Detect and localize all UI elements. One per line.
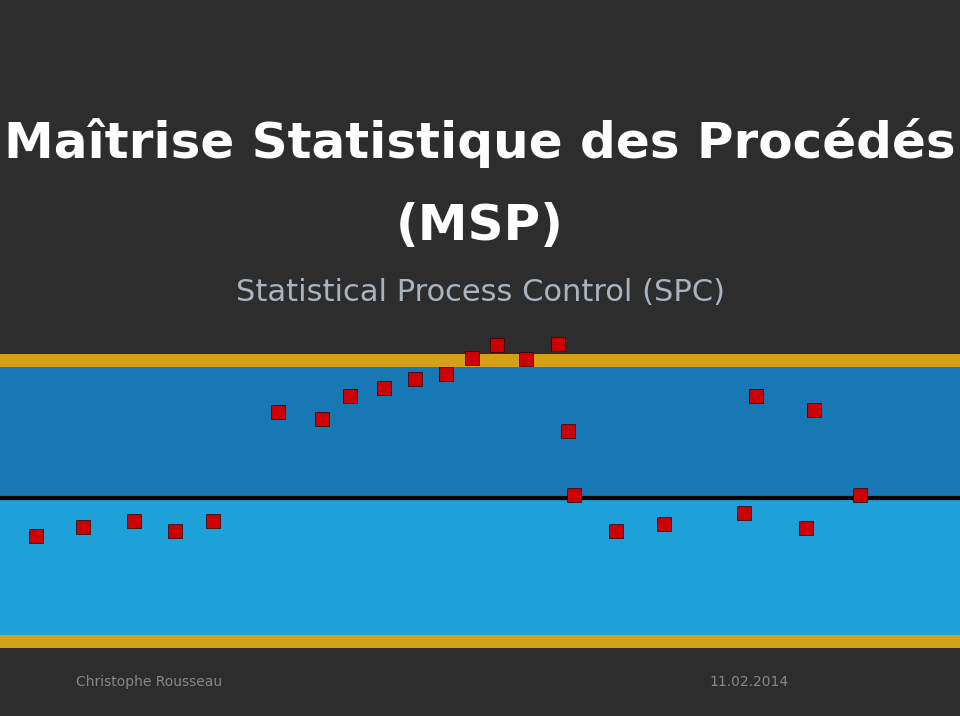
Bar xyxy=(0,354,960,498)
Point xyxy=(127,516,142,527)
Point xyxy=(205,516,221,527)
Point xyxy=(749,390,764,402)
Point xyxy=(439,368,454,379)
Text: Maîtrise Statistique des Procédés: Maîtrise Statistique des Procédés xyxy=(4,118,956,168)
Bar xyxy=(0,498,960,635)
Point xyxy=(566,490,582,501)
Point xyxy=(799,523,814,534)
Text: 11.02.2014: 11.02.2014 xyxy=(709,674,788,689)
Point xyxy=(657,518,672,530)
Point xyxy=(550,338,565,349)
Point xyxy=(376,382,392,394)
Point xyxy=(75,521,90,533)
Bar xyxy=(0,354,960,367)
Point xyxy=(407,374,422,385)
Point xyxy=(852,490,868,501)
Text: Christophe Rousseau: Christophe Rousseau xyxy=(76,674,222,689)
Point xyxy=(490,339,505,351)
Text: (MSP): (MSP) xyxy=(396,201,564,250)
Text: Statistical Process Control (SPC): Statistical Process Control (SPC) xyxy=(235,278,725,306)
Point xyxy=(271,406,286,417)
Point xyxy=(806,405,822,416)
Point xyxy=(736,507,752,518)
Point xyxy=(609,526,624,537)
Point xyxy=(314,413,329,425)
Point xyxy=(167,526,182,537)
Point xyxy=(343,390,358,402)
Point xyxy=(561,425,576,437)
Point xyxy=(465,352,480,364)
Point xyxy=(29,530,44,541)
Point xyxy=(518,354,534,365)
Bar xyxy=(0,635,960,648)
